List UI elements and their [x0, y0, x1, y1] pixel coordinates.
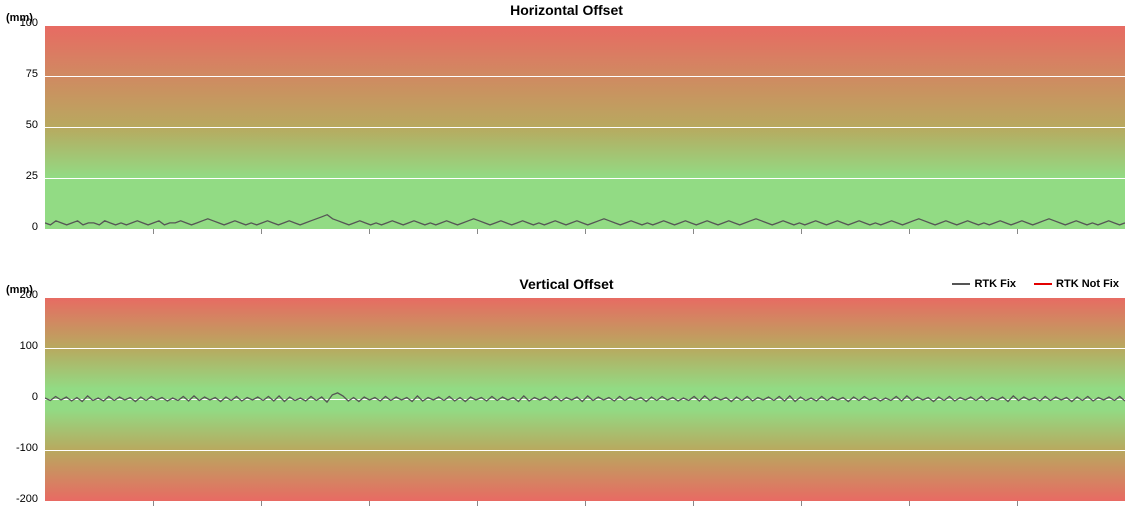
y-tick-label: 25	[8, 170, 38, 182]
x-tick	[477, 229, 478, 234]
chart1-title: Horizontal Offset	[0, 2, 1133, 18]
legend-swatch	[1034, 283, 1052, 285]
y-tick-label: -100	[8, 442, 38, 454]
x-tick	[369, 229, 370, 234]
x-tick	[693, 229, 694, 234]
x-tick	[801, 501, 802, 506]
x-tick	[585, 229, 586, 234]
charts-container: { "chart1":{ "type":"line", "title":"Hor…	[0, 0, 1133, 506]
x-tick	[261, 501, 262, 506]
series-svg	[45, 297, 1125, 501]
y-tick-label: 0	[8, 391, 38, 403]
legend: RTK Fix RTK Not Fix	[934, 278, 1119, 290]
series-svg	[45, 25, 1125, 229]
legend-item: RTK Not Fix	[1034, 278, 1119, 290]
y-tick-label: 100	[8, 17, 38, 29]
x-tick	[369, 501, 370, 506]
y-tick-label: 0	[8, 221, 38, 233]
series-line	[45, 393, 1125, 402]
x-tick	[153, 229, 154, 234]
x-tick	[153, 501, 154, 506]
x-tick	[585, 501, 586, 506]
series-line	[45, 215, 1125, 225]
y-tick-label: 75	[8, 68, 38, 80]
x-tick	[909, 501, 910, 506]
x-tick	[909, 229, 910, 234]
legend-label: RTK Fix	[974, 278, 1016, 290]
y-tick-label: 100	[8, 340, 38, 352]
x-tick	[1017, 229, 1018, 234]
x-tick	[1017, 501, 1018, 506]
chart2-plot	[44, 296, 1126, 502]
x-tick	[477, 501, 478, 506]
y-tick-label: 50	[8, 119, 38, 131]
y-tick-label: 200	[8, 289, 38, 301]
x-tick	[261, 229, 262, 234]
x-tick	[693, 501, 694, 506]
legend-label: RTK Not Fix	[1056, 278, 1119, 290]
y-tick-label: -200	[8, 493, 38, 505]
chart1-plot	[44, 24, 1126, 230]
x-tick	[801, 229, 802, 234]
legend-item: RTK Fix	[952, 278, 1016, 290]
legend-swatch	[952, 283, 970, 285]
